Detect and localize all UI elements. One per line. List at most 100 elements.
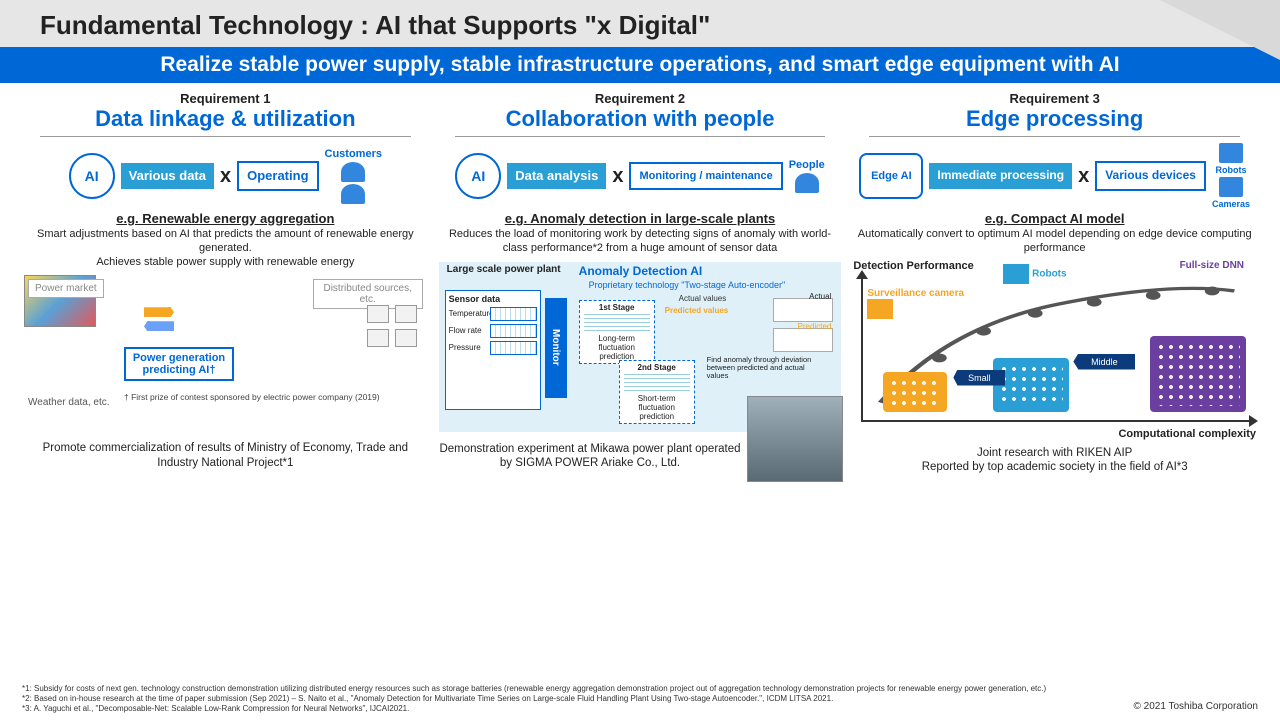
divider bbox=[455, 136, 825, 137]
copyright: © 2021 Toshiba Corporation bbox=[1134, 701, 1259, 712]
example-3: e.g. Compact AI model bbox=[985, 211, 1125, 226]
devices-icon-group: Robots Cameras bbox=[1212, 143, 1250, 209]
diagram-2: Large scale power plant Anomaly Detectio… bbox=[439, 262, 842, 432]
x-axis-label: Computational complexity bbox=[1118, 428, 1256, 440]
camera-icon bbox=[1219, 177, 1243, 197]
worker-icon bbox=[795, 173, 819, 193]
column-1: Requirement 1 Data linkage & utilization… bbox=[24, 91, 427, 474]
multiply-icon: x bbox=[220, 165, 231, 188]
footnotes: *1: Subsidy for costs of next gen. techn… bbox=[22, 684, 1120, 714]
weather-label: Weather data, etc. bbox=[28, 397, 110, 408]
arrow-small: Small bbox=[953, 370, 1005, 386]
req-label-1: Requirement 1 bbox=[180, 91, 270, 106]
multiply-icon: x bbox=[612, 165, 623, 188]
x-arrow-icon bbox=[1249, 415, 1258, 427]
footnote-1: *1: Subsidy for costs of next gen. techn… bbox=[22, 684, 1120, 694]
nn-grid-icon bbox=[624, 372, 690, 394]
robot-icon bbox=[1219, 143, 1243, 163]
solar-icon bbox=[367, 305, 389, 323]
camera-icon bbox=[867, 299, 893, 319]
diagram-3: Detection Performance Computational comp… bbox=[853, 260, 1256, 440]
robot-icon bbox=[1003, 264, 1029, 284]
column-2: Requirement 2 Collaboration with people … bbox=[439, 91, 842, 474]
corner-triangle bbox=[1160, 0, 1280, 60]
stage1-box: 1st Stage Long-term fluctuation predicti… bbox=[579, 300, 655, 364]
customers-label: Customers bbox=[325, 148, 382, 160]
actual-label: Actual values bbox=[679, 294, 727, 303]
desc-2: Reduces the load of monitoring work by d… bbox=[439, 228, 842, 256]
multiply-icon: x bbox=[1078, 165, 1089, 188]
req-label-2: Requirement 2 bbox=[595, 91, 685, 106]
page-title: Fundamental Technology : AI that Support… bbox=[40, 10, 1240, 41]
sensor-panel: Sensor data Temperature Flow rate Pressu… bbox=[445, 290, 541, 410]
y-axis-label: Detection Performance bbox=[853, 260, 973, 272]
robots-label: Robots bbox=[1215, 165, 1246, 175]
tech-subtitle: Proprietary technology "Two-stage Auto-e… bbox=[589, 280, 786, 290]
y-axis bbox=[861, 276, 863, 422]
actual-small: Actual bbox=[809, 292, 831, 301]
formula-2: AI Data analysis x Monitoring / maintena… bbox=[455, 143, 825, 209]
sensor-row: Flow rate bbox=[449, 324, 537, 338]
power-market-box: Power market bbox=[28, 279, 104, 298]
sensor-row: Temperature bbox=[449, 307, 537, 321]
plant-photo bbox=[747, 396, 843, 482]
nn-grid-icon bbox=[584, 312, 650, 334]
actual-wave-icon bbox=[773, 298, 833, 322]
box-devices: Various devices bbox=[1095, 161, 1206, 190]
caption-1: Promote commercialization of results of … bbox=[24, 441, 427, 470]
desc-3: Automatically convert to optimum AI mode… bbox=[853, 228, 1256, 256]
divider bbox=[869, 136, 1239, 137]
power-ai-box: Power generation predicting AI† bbox=[124, 347, 234, 381]
deviation-note: Find anomaly through deviation between p… bbox=[707, 356, 817, 381]
predicted-wave-icon bbox=[773, 328, 833, 352]
example-1: e.g. Renewable energy aggregation bbox=[116, 211, 334, 226]
nn-small bbox=[883, 372, 947, 412]
predicted-small: Predicted bbox=[798, 322, 832, 331]
cameras-label: Cameras bbox=[1212, 199, 1250, 209]
example-2: e.g. Anomaly detection in large-scale pl… bbox=[505, 211, 775, 226]
ai-icon: AI bbox=[455, 153, 501, 199]
person-icon bbox=[341, 162, 365, 182]
req-title-3: Edge processing bbox=[966, 106, 1143, 132]
box-various-data: Various data bbox=[121, 163, 214, 189]
columns-container: Requirement 1 Data linkage & utilization… bbox=[0, 83, 1280, 474]
formula-1: AI Various data x Operating Customers bbox=[69, 143, 382, 209]
sensor-row: Pressure bbox=[449, 341, 537, 355]
box-monitoring: Monitoring / maintenance bbox=[629, 162, 782, 190]
sensor-header: Sensor data bbox=[449, 294, 537, 304]
flow-arrows-icon bbox=[144, 303, 184, 343]
anomaly-title: Anomaly Detection AI bbox=[579, 264, 703, 278]
person-icon bbox=[341, 184, 365, 204]
caption-3: Joint research with RIKEN AIP Reported b… bbox=[922, 446, 1188, 475]
column-3: Requirement 3 Edge processing Edge AI Im… bbox=[853, 91, 1256, 474]
formula-3: Edge AI Immediate processing x Various d… bbox=[859, 143, 1250, 209]
wave-icon bbox=[490, 341, 537, 355]
customers-icon-group: Customers bbox=[325, 148, 382, 204]
people-label: People bbox=[789, 159, 825, 171]
req-title-2: Collaboration with people bbox=[506, 106, 775, 132]
edge-ai-icon: Edge AI bbox=[859, 153, 923, 199]
dnn-label: Full-size DNN bbox=[1180, 260, 1244, 271]
arrow-middle: Middle bbox=[1073, 354, 1135, 370]
x-axis bbox=[861, 420, 1252, 422]
box-operating: Operating bbox=[237, 161, 318, 191]
req-title-1: Data linkage & utilization bbox=[95, 106, 355, 132]
box-data-analysis: Data analysis bbox=[507, 163, 606, 189]
battery-icon bbox=[367, 329, 389, 347]
wave-icon bbox=[490, 307, 537, 321]
box-immediate: Immediate processing bbox=[929, 163, 1072, 188]
energy-icons bbox=[367, 305, 417, 347]
prize-note: † First prize of contest sponsored by el… bbox=[124, 393, 380, 403]
footnote-3: *3: A. Yaguchi et al., "Decomposable-Net… bbox=[22, 704, 1120, 714]
subtitle-bar: Realize stable power supply, stable infr… bbox=[0, 47, 1280, 83]
y-arrow-icon bbox=[856, 270, 868, 279]
monitor-arrow: Monitor bbox=[545, 298, 567, 398]
robot-label: Robots bbox=[1003, 264, 1066, 284]
diagram-1: Power market Distributed sources, etc. P… bbox=[24, 275, 427, 435]
divider bbox=[40, 136, 410, 137]
people-icon-group: People bbox=[789, 159, 825, 193]
wind-icon bbox=[395, 305, 417, 323]
plant-label: Large scale power plant bbox=[447, 264, 561, 275]
title-bar: Fundamental Technology : AI that Support… bbox=[0, 0, 1280, 47]
ai-icon: AI bbox=[69, 153, 115, 199]
